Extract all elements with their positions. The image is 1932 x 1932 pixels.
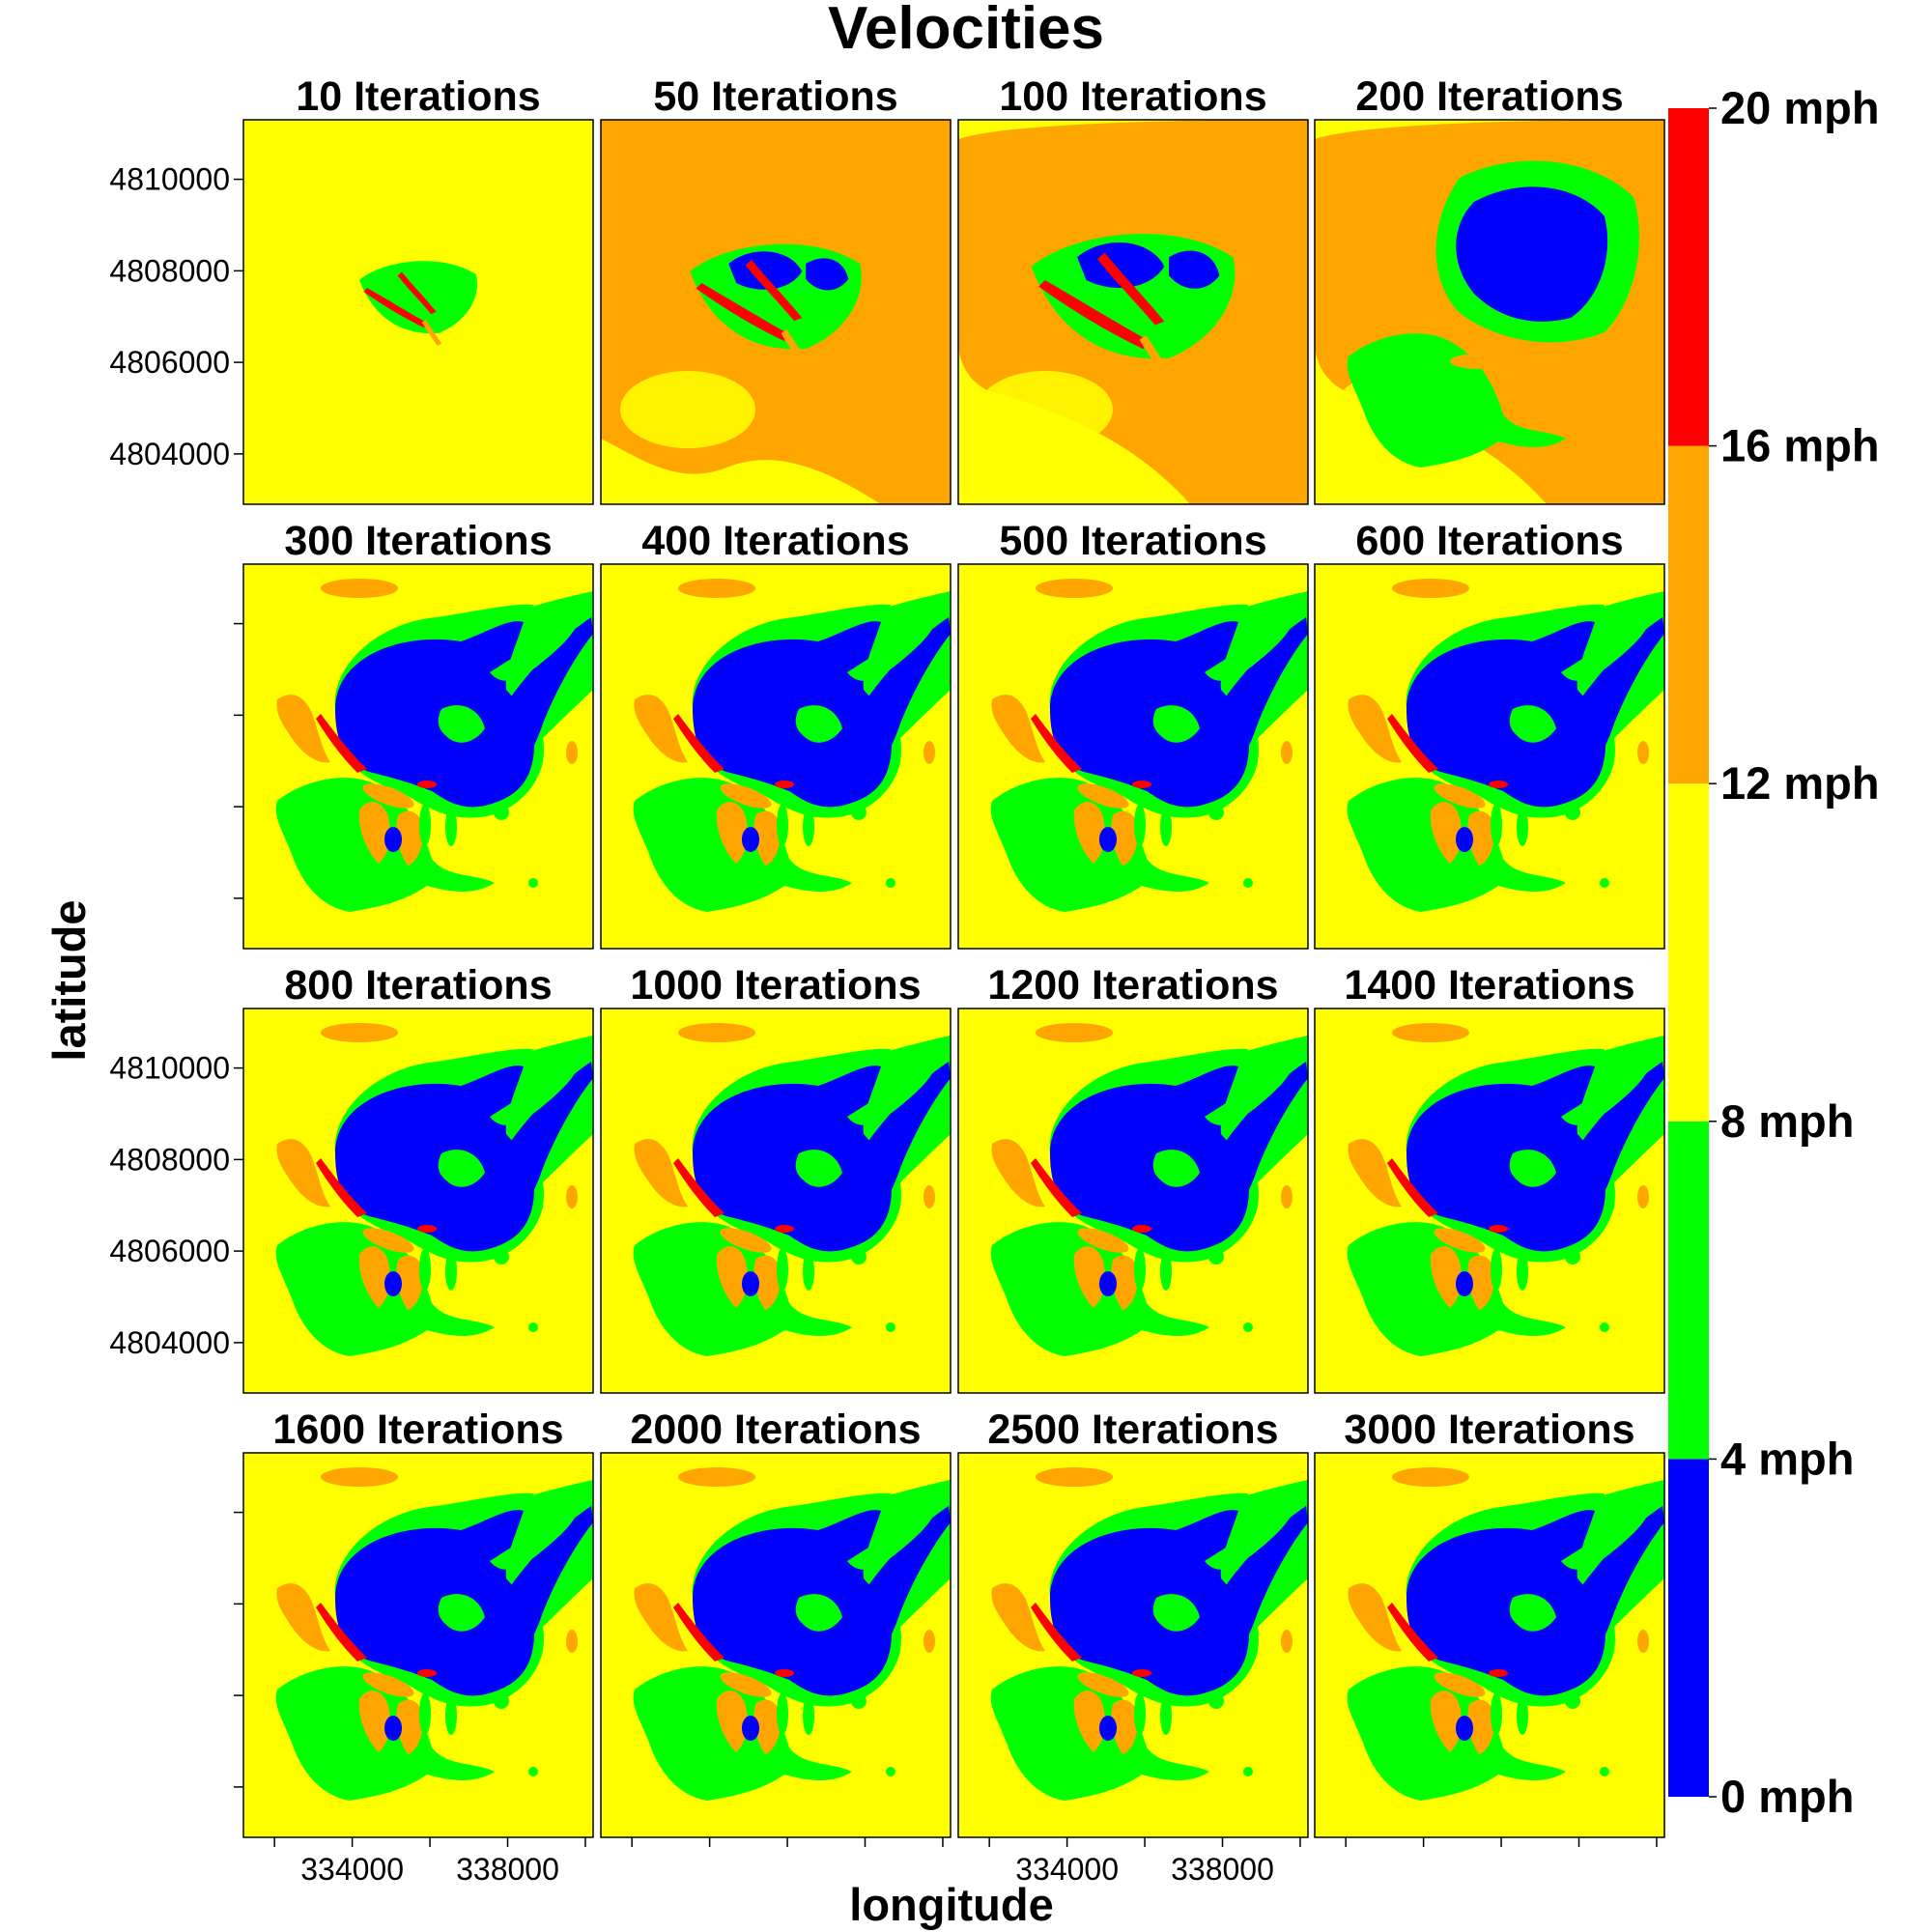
velocity-panel: 10 Iterations (242, 73, 594, 505)
panel-title: 200 Iterations (1355, 73, 1623, 120)
velocity-field (958, 120, 1308, 504)
velocity-field (243, 120, 593, 504)
panel-title: 3000 Iterations (1344, 1406, 1634, 1453)
x-tick-label: 334000 (300, 1852, 404, 1887)
main-title: Velocities (828, 0, 1104, 62)
velocity-panel: 2500 Iterations (957, 1406, 1309, 1838)
legend-label: 0 mph (1720, 1771, 1854, 1822)
velocity-panel: 1400 Iterations (1314, 962, 1665, 1394)
panel-border (957, 119, 1309, 505)
panel-border (600, 1452, 952, 1838)
y-tick-label: 4806000 (109, 1234, 230, 1268)
legend-swatch (1668, 108, 1709, 446)
velocity-field (243, 1009, 593, 1393)
legend-swatch (1668, 1459, 1709, 1797)
velocity-panel: 600 Iterations (1314, 518, 1665, 950)
velocity-field (958, 1009, 1308, 1393)
panel-title: 2500 Iterations (987, 1406, 1278, 1453)
y-tick-label: 4804000 (109, 437, 230, 471)
velocity-field (243, 1453, 593, 1837)
legend-label: 20 mph (1720, 82, 1880, 133)
panel-border (242, 1452, 594, 1838)
legend-label: 16 mph (1720, 420, 1880, 471)
panel-border (600, 563, 952, 950)
panel-border (600, 1008, 952, 1394)
velocity-field (958, 1453, 1308, 1837)
x-tick-label: 338000 (1171, 1852, 1274, 1887)
panel-border (957, 1008, 1309, 1394)
velocity-panel: 1200 Iterations (957, 962, 1309, 1394)
y-tick-label: 4810000 (109, 162, 230, 197)
velocity-field (601, 1453, 951, 1837)
x-axis-title: longitude (849, 1879, 1053, 1930)
panel-title: 100 Iterations (999, 73, 1266, 120)
panel-border (242, 119, 594, 505)
legend-swatch (1668, 1121, 1709, 1460)
panel-border (242, 563, 594, 950)
panel-title: 50 Iterations (653, 73, 897, 120)
panel-title: 2000 Iterations (630, 1406, 921, 1453)
velocity-panel: 100 Iterations (957, 73, 1309, 505)
panel-border (1314, 563, 1665, 950)
panel-border (1314, 1452, 1665, 1838)
x-tick-label: 338000 (456, 1852, 559, 1887)
velocity-panel: 500 Iterations (957, 518, 1309, 950)
velocity-panel: 800 Iterations (242, 962, 594, 1394)
panel-title: 1400 Iterations (1344, 962, 1634, 1009)
panel-title: 600 Iterations (1355, 518, 1623, 564)
legend-label: 12 mph (1720, 757, 1880, 809)
velocity-field (1315, 564, 1664, 949)
panel-border (957, 563, 1309, 950)
velocity-panel: 50 Iterations (600, 73, 952, 505)
panel-title: 1000 Iterations (630, 962, 921, 1009)
velocity-panel: 3000 Iterations (1314, 1406, 1665, 1838)
y-tick-label: 4808000 (109, 1142, 230, 1177)
legend-swatch (1668, 783, 1709, 1122)
x-axis-ticks: 334000 338000 334000 338000 (273, 1837, 1658, 1887)
panel-title: 500 Iterations (999, 518, 1266, 564)
velocity-panel: 1600 Iterations (242, 1406, 594, 1838)
velocity-field (601, 120, 951, 504)
velocity-panel: 1000 Iterations (600, 962, 952, 1394)
velocity-field (1315, 120, 1664, 504)
panel-title: 10 Iterations (296, 73, 540, 120)
velocity-field (1315, 1009, 1664, 1393)
y-tick-label: 4804000 (109, 1325, 230, 1360)
velocity-field (1315, 1453, 1664, 1837)
color-legend: 0 mph 4 mph 8 mph 12 mph 16 mph 20 mph (1668, 82, 1880, 1822)
panel-border (1314, 119, 1665, 505)
y-tick-label: 4806000 (109, 345, 230, 380)
panel-border (242, 1008, 594, 1394)
velocity-field (601, 1009, 951, 1393)
panel-border (957, 1452, 1309, 1838)
velocity-panel: 400 Iterations (600, 518, 952, 950)
panel-title: 1200 Iterations (987, 962, 1278, 1009)
panel-title: 1600 Iterations (272, 1406, 563, 1453)
velocity-field (243, 564, 593, 949)
y-axis-ticks: 4810000 4808000 4806000 4804000 4810000 48080… (109, 162, 243, 1788)
velocity-panel: 2000 Iterations (600, 1406, 952, 1838)
legend-label: 4 mph (1720, 1433, 1854, 1484)
panel-grid: 10 Iterations 50 Iterations 100 Iterations… (242, 73, 1665, 1838)
panel-title: 300 Iterations (284, 518, 552, 564)
y-tick-label: 4808000 (109, 253, 230, 288)
velocity-panel: 300 Iterations (242, 518, 594, 950)
panel-border (600, 119, 952, 505)
velocity-field (601, 564, 951, 949)
panel-title: 800 Iterations (284, 962, 552, 1009)
velocity-panel: 200 Iterations (1314, 73, 1665, 505)
y-tick-label: 4810000 (109, 1051, 230, 1086)
legend-swatch (1668, 445, 1709, 784)
panel-border (1314, 1008, 1665, 1394)
x-tick-label: 334000 (1015, 1852, 1119, 1887)
legend-label: 8 mph (1720, 1095, 1854, 1147)
velocity-field (958, 564, 1308, 949)
panel-title: 400 Iterations (641, 518, 909, 564)
y-axis-title: latitude (43, 899, 95, 1061)
